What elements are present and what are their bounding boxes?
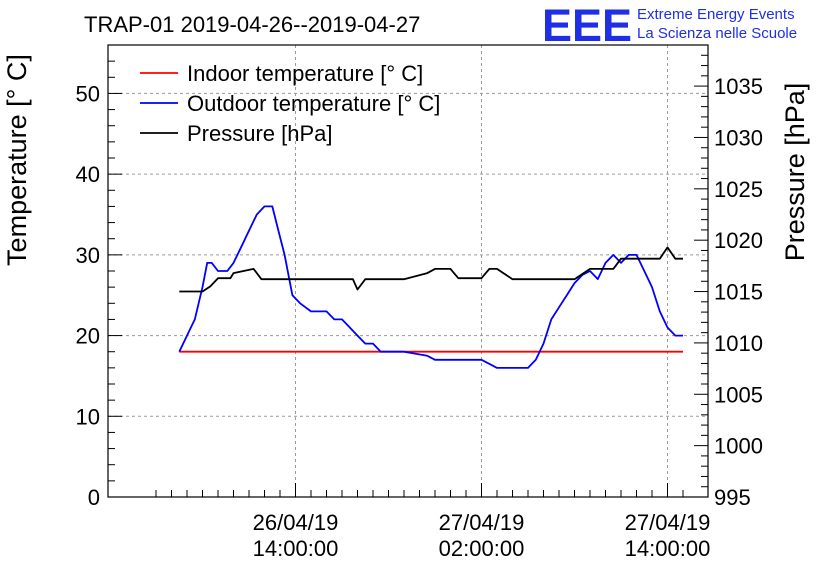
logo-line-2: La Scienza nelle Scuole xyxy=(637,25,797,42)
y-tick-label: 10 xyxy=(76,404,100,429)
logo-mark: EEE xyxy=(542,0,632,51)
chart-title: TRAP-01 2019-04-26--2019-04-27 xyxy=(84,12,420,37)
x-tick-date: 26/04/19 xyxy=(253,510,339,535)
legend-label-outdoor: Outdoor temperature [° C] xyxy=(187,91,440,116)
logo-line-1: Extreme Energy Events xyxy=(637,6,795,23)
y2-tick-label: 1015 xyxy=(714,280,763,305)
y2-tick-label: 1025 xyxy=(714,177,763,202)
y-tick-label: 50 xyxy=(76,81,100,106)
y-tick-label: 20 xyxy=(76,324,100,349)
y-tick-label: 30 xyxy=(76,243,100,268)
y2-tick-label: 1005 xyxy=(714,382,763,407)
x-tick-date: 27/04/19 xyxy=(439,510,525,535)
legend: Indoor temperature [° C] Outdoor temperat… xyxy=(140,61,440,146)
legend-label-indoor: Indoor temperature [° C] xyxy=(187,61,423,86)
y2-tick-label: 995 xyxy=(714,485,751,510)
x-tick-date: 27/04/19 xyxy=(625,510,711,535)
y-tick-label: 40 xyxy=(76,162,100,187)
series-line-pressure xyxy=(179,246,683,293)
y2-axis-title: Pressure [hPa] xyxy=(780,83,810,262)
x-tick-time: 14:00:00 xyxy=(253,536,339,561)
y-tick-label: 0 xyxy=(88,485,100,510)
x-tick-time: 14:00:00 xyxy=(625,536,711,561)
axes: 0102030405099510001005101010151020102510… xyxy=(76,44,763,561)
y2-tick-label: 1035 xyxy=(714,74,763,99)
y2-tick-label: 1010 xyxy=(714,331,763,356)
y2-tick-label: 1030 xyxy=(714,125,763,150)
x-tick-time: 02:00:00 xyxy=(439,536,525,561)
y2-tick-label: 1000 xyxy=(714,434,763,459)
grid-lines xyxy=(108,45,708,497)
eee-logo: EEE Extreme Energy Events La Scienza nel… xyxy=(542,0,797,51)
series-lines xyxy=(178,205,683,369)
y2-tick-label: 1020 xyxy=(714,228,763,253)
y-axis-title: Temperature [° C] xyxy=(2,54,32,266)
legend-label-pressure: Pressure [hPa] xyxy=(187,121,333,146)
